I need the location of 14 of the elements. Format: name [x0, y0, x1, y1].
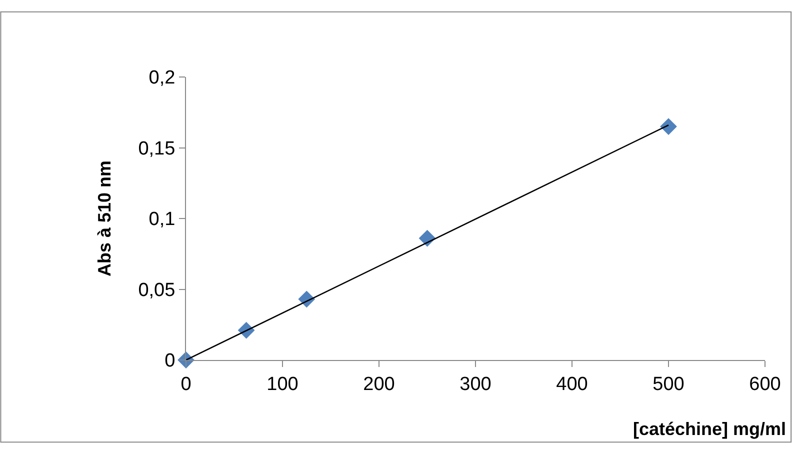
x-tick-label: 100	[266, 374, 298, 395]
x-tick-label: 400	[556, 374, 588, 395]
x-tick-label: 300	[460, 374, 492, 395]
y-axis-title: Abs à 510 nm	[94, 160, 114, 277]
x-tick-label: 0	[180, 374, 192, 395]
y-tick-label: 0,2	[148, 68, 176, 89]
x-tick-label: 600	[749, 374, 781, 395]
y-tick-label: 0	[164, 350, 176, 372]
y-tick-label: 0,1	[148, 209, 176, 230]
y-tick-label: 0,15	[138, 138, 176, 160]
x-tick-label: 500	[652, 374, 684, 395]
y-tick-label: 0,05	[138, 280, 176, 301]
x-tick-label: 200	[363, 374, 395, 395]
x-axis-title: [catéchine] mg/ml	[633, 419, 786, 439]
